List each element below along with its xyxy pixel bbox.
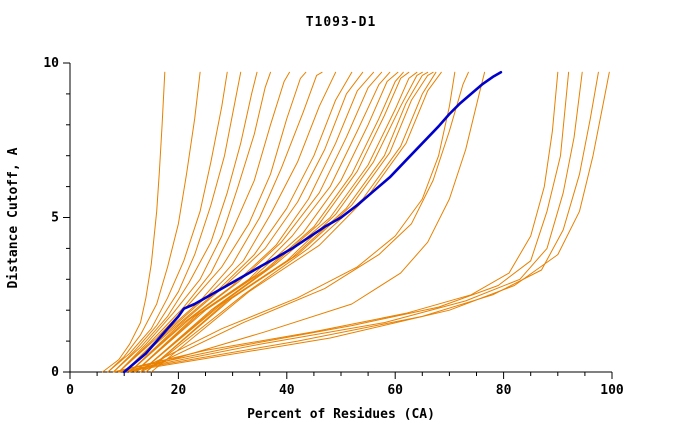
series-line-model-28	[112, 71, 559, 373]
series-line-model-14	[129, 71, 383, 373]
series-line-model-13	[129, 71, 374, 373]
y-tick-label: 0	[51, 365, 59, 380]
series-line-model-07	[118, 71, 290, 373]
series-line-model-01	[102, 71, 166, 373]
x-tick-label: 80	[496, 383, 512, 398]
x-tick-label: 40	[279, 383, 295, 398]
series-line-model-02	[107, 71, 201, 373]
series-line-model-23	[145, 71, 437, 373]
plot-area: 0 20 40 60 80 100 0 5 10	[43, 56, 624, 398]
series-line-model-05	[112, 71, 258, 373]
series-line-model-06	[118, 71, 271, 373]
series-line-model-25	[134, 71, 456, 373]
series-line-model-12	[129, 71, 364, 373]
series-line-model-27	[129, 71, 486, 373]
series-line-model-16	[134, 71, 399, 373]
series-line-model-17	[134, 71, 404, 373]
series-line-model-29	[112, 71, 570, 373]
series-line-model-32	[123, 71, 610, 373]
series-line-model-08	[118, 71, 307, 373]
x-axis-label: Percent of Residues (CA)	[247, 407, 435, 422]
series-line-model-18	[140, 71, 410, 373]
series-line-model-10	[123, 71, 337, 373]
series-line-model-31	[118, 71, 599, 373]
series-line-highlighted-model	[122, 71, 503, 374]
x-tick-label: 20	[171, 383, 187, 398]
y-tick-label: 5	[51, 211, 59, 226]
y-axis-label: Distance Cutoff, A	[6, 147, 21, 288]
series-line-model-09	[123, 71, 323, 373]
chart-title: T1093-D1	[306, 15, 377, 30]
series-line-model-11	[123, 71, 353, 373]
x-tick-label: 0	[66, 383, 74, 398]
x-tick-label: 60	[387, 383, 403, 398]
series-line-model-03	[107, 71, 228, 373]
series-line-model-04	[112, 71, 242, 373]
y-tick-label: 10	[43, 56, 59, 71]
x-tick-label: 100	[600, 383, 624, 398]
series-line-model-22	[145, 71, 434, 373]
series-line-model-26	[140, 71, 469, 373]
series-line-model-19	[140, 71, 418, 373]
series-line-model-30	[118, 71, 583, 373]
